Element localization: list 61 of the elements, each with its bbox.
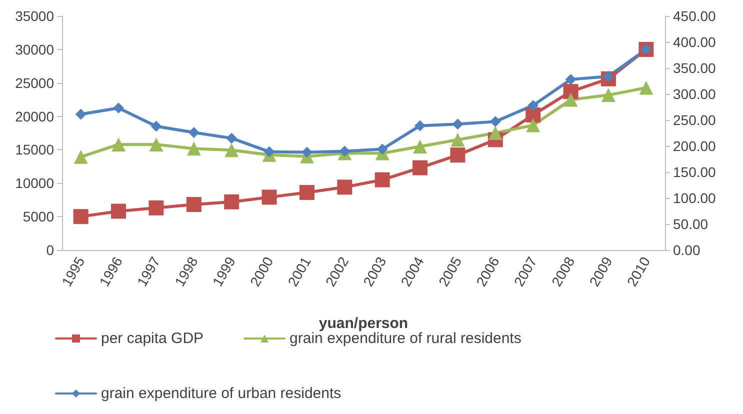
y-tick-label: 15000	[15, 142, 54, 158]
point	[601, 88, 616, 102]
point	[376, 144, 388, 155]
point	[73, 209, 88, 224]
point	[450, 148, 466, 163]
point	[526, 107, 541, 122]
point	[113, 102, 124, 114]
point	[224, 143, 239, 158]
point	[186, 142, 201, 156]
y2-tick-label: 400.00	[673, 34, 716, 50]
point	[150, 120, 162, 132]
point	[186, 197, 202, 212]
y-tick-label: 10000	[15, 175, 54, 192]
point	[339, 146, 350, 157]
point	[639, 80, 654, 95]
x-axis-title: yuan/person	[318, 315, 408, 332]
point	[452, 118, 464, 130]
y2-tick-label: 100.00	[673, 190, 716, 206]
legend-label: per capita GDP	[101, 330, 204, 347]
point	[301, 146, 312, 158]
y-tick-label: 25000	[15, 74, 54, 91]
point	[374, 172, 390, 188]
point	[488, 126, 502, 140]
y2-tick-label: 150.00	[673, 164, 716, 180]
point	[74, 150, 88, 164]
legend-label: grain expenditure of urban residents	[101, 385, 342, 402]
y-tick-label: 0	[46, 242, 54, 258]
point	[224, 194, 240, 210]
point	[413, 140, 428, 154]
point	[226, 132, 238, 144]
y2-tick-label: 450.00	[673, 8, 716, 24]
point	[75, 108, 86, 120]
point	[149, 137, 164, 152]
point	[565, 74, 576, 85]
point	[299, 185, 314, 200]
point	[412, 160, 428, 176]
y2-tick-label: 300.00	[673, 86, 716, 102]
y-tick-label: 35000	[15, 8, 54, 24]
point	[528, 100, 539, 111]
point	[148, 200, 164, 216]
point	[337, 180, 352, 195]
y2-tick-label: 0.00	[673, 242, 700, 258]
point	[414, 120, 426, 132]
point	[188, 126, 200, 138]
y-tick-label: 30000	[15, 41, 54, 58]
point	[563, 84, 578, 100]
legend-label: grain expenditure of rural residents	[290, 330, 522, 347]
y2-tick-label: 200.00	[673, 138, 716, 154]
point	[111, 204, 126, 219]
point	[112, 137, 126, 152]
point	[264, 146, 275, 158]
y-tick-label: 5000	[22, 208, 54, 225]
point	[526, 118, 540, 132]
point	[564, 92, 578, 107]
point	[262, 190, 277, 205]
point	[450, 132, 465, 147]
y-tick-label: 20000	[15, 108, 54, 124]
point	[490, 116, 501, 128]
y2-tick-label: 250.00	[673, 112, 716, 128]
y2-tick-label: 50.00	[673, 216, 708, 232]
y2-tick-label: 350.00	[673, 60, 716, 76]
